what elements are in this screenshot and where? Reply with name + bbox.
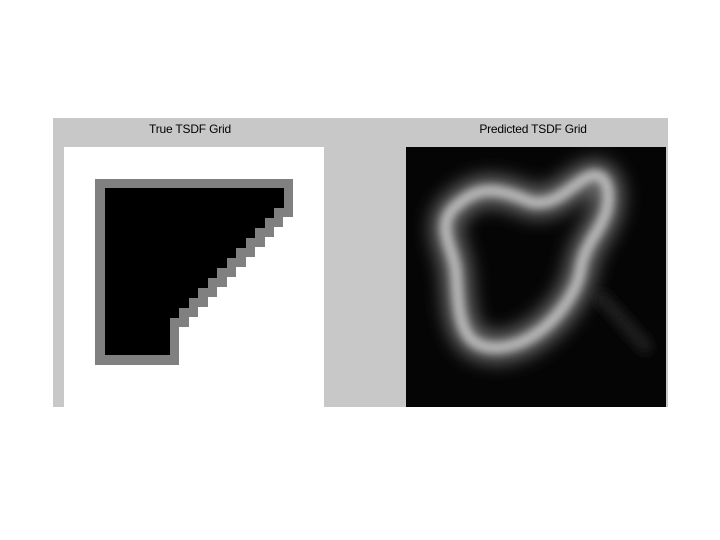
figure-window: True TSDF Grid Predicted TSDF Grid bbox=[53, 118, 668, 407]
predicted-faint-streak bbox=[596, 292, 651, 352]
true-tsdf-title: True TSDF Grid bbox=[149, 122, 231, 136]
true-tsdf-plot bbox=[95, 179, 293, 365]
true-shape-interior bbox=[105, 188, 284, 355]
predicted-ring-core bbox=[440, 169, 614, 354]
true-tsdf-grid bbox=[64, 147, 324, 407]
predicted-tsdf-grid bbox=[406, 147, 666, 407]
predicted-tsdf-title: Predicted TSDF Grid bbox=[479, 122, 587, 136]
predicted-tsdf-plot bbox=[406, 147, 666, 407]
